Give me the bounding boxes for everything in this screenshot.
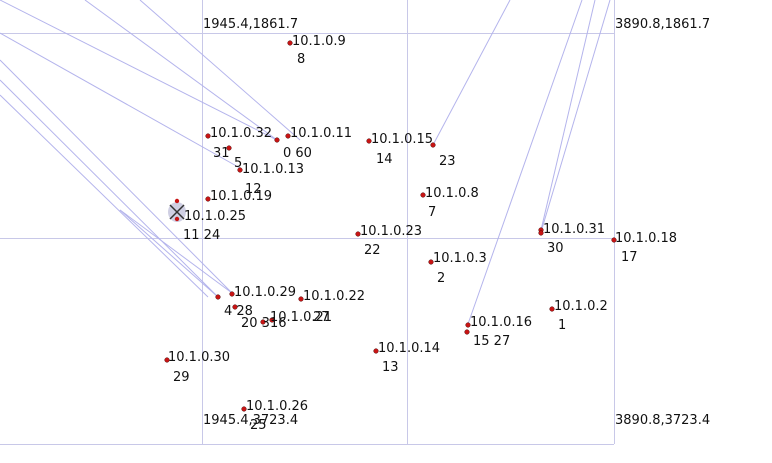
node-ip-label: 10.1.0.16 (470, 315, 532, 330)
node-ip-label: 10.1.0.8 (425, 186, 479, 201)
node-dot[interactable] (241, 406, 247, 412)
node-dot[interactable] (428, 259, 434, 265)
nodes (164, 40, 617, 412)
corner-label-top-right: 3890.8,1861.7 (615, 17, 710, 32)
node-ip-label: 10.1.0.3 (433, 251, 487, 266)
link (0, 94, 209, 298)
node-dot[interactable] (287, 40, 293, 46)
link (0, 59, 233, 294)
node-ip-label: 10.1.0.11 (290, 126, 352, 141)
corner-label-bottom-right: 3890.8,3723.4 (615, 413, 710, 428)
node-id-label: 11 24 (183, 228, 220, 243)
node-ip-label: 10.1.0.32 (210, 126, 272, 141)
link (0, 0, 278, 141)
node-id-label: 29 (173, 370, 190, 385)
link (119, 209, 233, 294)
cluster-x-icon (169, 204, 185, 220)
link (540, 0, 611, 233)
node-ip-label: 10.1.0.18 (615, 231, 677, 246)
node-dot[interactable] (232, 304, 238, 310)
node-ip-label: 10.1.0.19 (210, 189, 272, 204)
node-ip-label: 10.1.0.29 (234, 285, 296, 300)
node-ip-label: 10.1.0.2 (554, 299, 608, 314)
node-dot[interactable] (464, 329, 470, 335)
node-ip-label: 10.1.0.13 (242, 162, 304, 177)
node-id-label: 2 (437, 271, 445, 286)
node-id-label: 30 (547, 241, 564, 256)
node-ip-label: 10.1.0.15 (371, 132, 433, 147)
link (467, 0, 583, 325)
node-dot[interactable] (420, 192, 426, 198)
node-dot[interactable] (430, 142, 436, 148)
node-id-labels: 8 31 0 60 5 12 14 23 11 24 7 22 30 17 2 … (173, 52, 638, 433)
node-dot[interactable] (465, 322, 471, 328)
grid (0, 0, 615, 445)
node-dot[interactable] (174, 198, 180, 204)
node-id-label: 4 28 (224, 304, 253, 319)
node-id-label: 25 (250, 418, 267, 433)
node-dot[interactable] (274, 137, 280, 143)
node-ip-label: 10.1.0.25 (184, 209, 246, 224)
node-ip-labels: 10.1.0.9 10.1.0.32 10.1.0.11 10.1.0.13 1… (168, 34, 677, 414)
link (0, 32, 241, 169)
link (139, 0, 301, 141)
node-dot[interactable] (164, 357, 170, 363)
node-ip-label: 10.1.0.31 (543, 222, 605, 237)
node-dot[interactable] (174, 216, 180, 222)
link (119, 209, 219, 298)
node-dot[interactable] (260, 319, 266, 325)
node-id-label: 15 27 (473, 334, 510, 349)
link (540, 0, 596, 231)
node-dot[interactable] (226, 145, 232, 151)
node-dot[interactable] (269, 317, 275, 323)
node-ip-label: 10.1.0.30 (168, 350, 230, 365)
node-dot[interactable] (229, 291, 235, 297)
node-dot[interactable] (237, 167, 243, 173)
node-ip-label: 10.1.0.23 (360, 224, 422, 239)
node-dot[interactable] (298, 296, 304, 302)
node-id-label: 5 (234, 156, 242, 171)
node-dot[interactable] (205, 133, 211, 139)
node-id-label: 22 (364, 243, 381, 258)
link (84, 0, 278, 141)
corner-label-bottom-left: 1945.4,3723.4 (203, 413, 298, 428)
node-id-label: 13 (382, 360, 399, 375)
node-dot[interactable] (549, 306, 555, 312)
node-id-label: 17 (621, 250, 638, 265)
node-dot[interactable] (366, 138, 372, 144)
cluster-marker[interactable] (168, 198, 186, 222)
node-ip-label: 10.1.0.14 (378, 341, 440, 356)
node-ip-label: 10.1.0.21 (270, 310, 332, 325)
node-id-label: 23 (439, 154, 456, 169)
node-dot[interactable] (355, 231, 361, 237)
corner-label-top-left: 1945.4,1861.7 (203, 17, 298, 32)
node-ip-label: 10.1.0.26 (246, 399, 308, 414)
node-id-label: 8 (297, 52, 305, 67)
link (432, 0, 511, 146)
node-id-label: 14 (376, 152, 393, 167)
node-id-label: 7 (428, 205, 436, 220)
link (0, 79, 219, 298)
node-ip-label: 10.1.0.9 (292, 34, 346, 49)
node-id-label: 31 (213, 146, 230, 161)
node-dot[interactable] (215, 294, 221, 300)
node-dot[interactable] (538, 230, 544, 236)
node-dot[interactable] (285, 133, 291, 139)
node-id-label: 0 60 (283, 146, 312, 161)
node-id-label: 20 316 (241, 316, 287, 331)
node-dot[interactable] (611, 237, 617, 243)
node-dot[interactable] (205, 196, 211, 202)
node-ip-label: 10.1.0.22 (303, 289, 365, 304)
node-id-label: 12 (245, 182, 262, 197)
node-extra-label: 27 (313, 310, 330, 325)
links (0, 0, 611, 325)
node-dot[interactable] (373, 348, 379, 354)
node-id-label: 1 (558, 318, 566, 333)
